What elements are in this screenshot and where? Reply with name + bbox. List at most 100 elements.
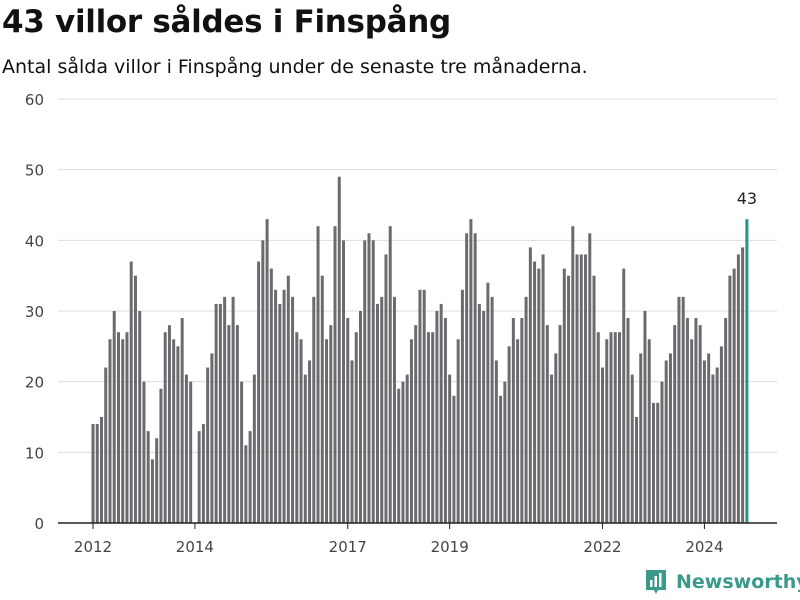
bar [261, 240, 265, 524]
bar [477, 303, 481, 523]
bar [499, 395, 503, 523]
x-tick-label: 2017 [329, 538, 367, 556]
bar [422, 289, 426, 523]
bar [643, 311, 647, 523]
bar [133, 275, 137, 523]
bar [732, 268, 736, 523]
bar [545, 325, 549, 523]
bar [426, 332, 430, 523]
bar [639, 353, 643, 523]
bar [380, 296, 384, 523]
bar [180, 318, 184, 523]
bar [367, 233, 371, 523]
bar [588, 233, 592, 523]
bar [698, 325, 702, 523]
y-tick-label: 0 [34, 515, 44, 533]
x-tick-label: 2024 [685, 538, 723, 556]
bar [507, 346, 511, 523]
bar [490, 296, 494, 523]
bar [656, 402, 660, 523]
bar [227, 325, 231, 523]
y-tick-label: 10 [25, 444, 44, 462]
bar [240, 381, 244, 523]
bar [333, 226, 337, 523]
bar [375, 303, 379, 523]
bar [121, 339, 125, 523]
y-tick-label: 50 [25, 162, 44, 180]
bar [601, 367, 605, 523]
bar [303, 374, 307, 523]
bar [660, 381, 664, 523]
bar [316, 226, 320, 523]
bar [414, 325, 418, 523]
newsworthy-logo[interactable]: Newsworthy [644, 568, 800, 596]
bar [711, 374, 715, 523]
bar [295, 332, 299, 523]
bar [673, 325, 677, 523]
bar [231, 296, 235, 523]
bar [439, 303, 443, 523]
bar [554, 353, 558, 523]
bar [634, 417, 638, 523]
bar [724, 318, 728, 523]
bar [350, 360, 354, 523]
y-tick-label: 20 [25, 374, 44, 392]
bar [460, 289, 464, 523]
bar [728, 275, 732, 523]
bar [503, 381, 507, 523]
bar [579, 254, 583, 523]
bar [312, 296, 316, 523]
bar [668, 353, 672, 523]
bar [558, 325, 562, 523]
bar [282, 289, 286, 523]
bar [244, 445, 248, 523]
bar [358, 311, 362, 523]
bar [252, 374, 256, 523]
bar [418, 289, 422, 523]
bar [392, 296, 396, 523]
x-tick-label: 2022 [583, 538, 621, 556]
bar [456, 339, 460, 523]
bar [388, 226, 392, 523]
y-axis-ticks: 0 10 20 30 40 50 60 [25, 91, 44, 533]
bar [681, 296, 685, 523]
bar [651, 402, 655, 523]
bar [715, 367, 719, 523]
bar [248, 431, 252, 523]
bar [448, 374, 452, 523]
bar [278, 303, 282, 523]
bar-highlight [745, 219, 749, 523]
bar [469, 219, 473, 523]
bar [218, 303, 222, 523]
bar [337, 176, 341, 523]
bar [435, 311, 439, 523]
bar [677, 296, 681, 523]
bar [95, 424, 99, 523]
bar [473, 233, 477, 523]
bar [142, 381, 146, 523]
bar [99, 417, 103, 523]
bar [159, 388, 163, 523]
bar [163, 332, 167, 523]
bar [401, 381, 405, 523]
bar [562, 268, 566, 523]
bar [707, 353, 711, 523]
x-tick-label: 2014 [176, 538, 214, 556]
bar [541, 254, 545, 523]
bar [371, 240, 375, 524]
bar [363, 240, 367, 524]
bar [550, 374, 554, 523]
bar [184, 374, 188, 523]
chart-subtitle: Antal sålda villor i Finspång under de s… [2, 56, 588, 78]
bar [465, 233, 469, 523]
bars [58, 176, 777, 524]
bar [274, 289, 278, 523]
bar [741, 247, 745, 523]
bar [346, 318, 350, 523]
bar [291, 296, 295, 523]
bar [206, 367, 210, 523]
bar [613, 332, 617, 523]
bar [125, 332, 129, 523]
bar [567, 275, 571, 523]
